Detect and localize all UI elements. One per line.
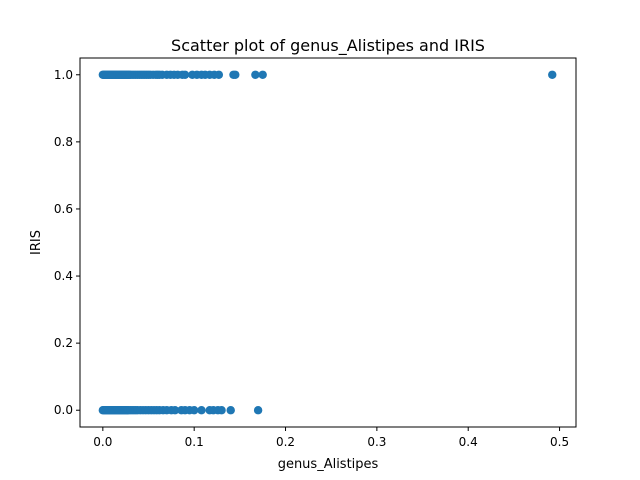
data-point bbox=[258, 70, 267, 79]
x-tick-label: 0.0 bbox=[93, 435, 112, 449]
y-tick-label: 1.0 bbox=[54, 68, 73, 82]
data-point bbox=[253, 406, 263, 415]
y-axis-label: IRIS bbox=[29, 230, 44, 255]
x-tick-label: 0.5 bbox=[550, 435, 569, 449]
data-point bbox=[180, 70, 190, 79]
y-tick-label: 0.4 bbox=[54, 269, 73, 283]
data-point bbox=[217, 406, 226, 415]
data-point bbox=[231, 70, 240, 79]
y-tick-label: 0.6 bbox=[54, 202, 73, 216]
data-point bbox=[251, 70, 260, 79]
data-point bbox=[189, 406, 199, 415]
data-point bbox=[226, 406, 235, 415]
data-point bbox=[170, 406, 180, 415]
y-axis: 0.0 0.2 0.4 0.6 0.8 1.0 bbox=[54, 68, 80, 417]
chart-title: Scatter plot of genus_Alistipes and IRIS bbox=[171, 36, 485, 56]
x-tick-label: 0.2 bbox=[276, 435, 295, 449]
data-point bbox=[214, 70, 224, 79]
x-tick-label: 0.4 bbox=[459, 435, 478, 449]
data-point bbox=[197, 406, 206, 415]
data-points bbox=[98, 70, 557, 415]
y-tick-label: 0.8 bbox=[54, 135, 73, 149]
y-tick-label: 0.0 bbox=[54, 403, 73, 417]
x-tick-label: 0.1 bbox=[185, 435, 204, 449]
data-point bbox=[548, 70, 557, 79]
x-axis: 0.0 0.1 0.2 0.3 0.4 0.5 bbox=[93, 427, 569, 449]
x-axis-label: genus_Alistipes bbox=[278, 457, 379, 472]
plot-area-frame bbox=[79, 57, 577, 428]
y-tick-label: 0.2 bbox=[54, 336, 73, 350]
x-tick-label: 0.3 bbox=[367, 435, 386, 449]
